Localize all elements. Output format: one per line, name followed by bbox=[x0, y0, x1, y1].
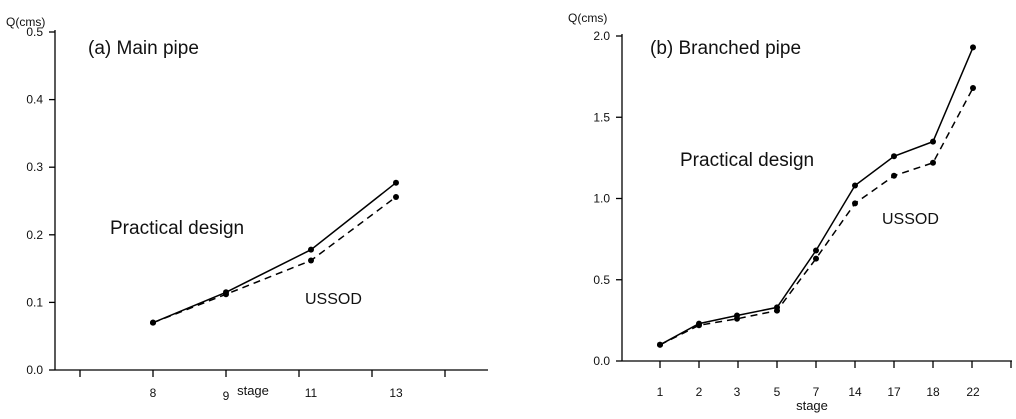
y-tick-label: 0.5 bbox=[593, 273, 610, 287]
series-label-practical-design: Practical design bbox=[680, 150, 814, 171]
data-point-ussod bbox=[734, 315, 740, 322]
x-axis-label: stage bbox=[796, 398, 828, 413]
data-point-ussod bbox=[223, 291, 229, 298]
x-tick-label: 7 bbox=[813, 385, 820, 399]
series-line-ussod bbox=[152, 196, 397, 324]
data-point-ussod bbox=[150, 319, 156, 326]
chart-branched-pipe: Q(cms) (b) Branched pipe Practical desig… bbox=[568, 11, 1012, 413]
x-axis-label: stage bbox=[237, 383, 269, 398]
data-point-practical-design bbox=[970, 44, 976, 51]
data-point-practical-design bbox=[813, 247, 819, 254]
y-tick-label: 0.2 bbox=[26, 228, 43, 242]
data-point-ussod bbox=[852, 200, 858, 207]
x-tick-label: 18 bbox=[926, 385, 940, 399]
data-point-practical-design bbox=[891, 153, 897, 160]
chart-title: (b) Branched pipe bbox=[650, 38, 801, 59]
series-label-ussod: USSOD bbox=[882, 211, 939, 228]
y-tick-label: 1.0 bbox=[593, 192, 610, 206]
data-point-ussod bbox=[891, 172, 897, 179]
data-point-practical-design bbox=[852, 182, 858, 189]
series-line-ussod bbox=[659, 87, 974, 346]
chart-title: (a) Main pipe bbox=[88, 38, 199, 59]
y-tick-label: 0.0 bbox=[593, 354, 610, 368]
y-tick-label: 0.0 bbox=[26, 363, 43, 377]
y-tick-label: 1.5 bbox=[593, 110, 610, 124]
x-tick-label: 8 bbox=[150, 386, 157, 400]
x-tick-label: 2 bbox=[696, 385, 703, 399]
x-tick-label: 3 bbox=[734, 385, 741, 399]
y-axis-label: Q(cms) bbox=[6, 15, 45, 29]
x-tick-label: 9 bbox=[223, 389, 230, 403]
data-point-ussod bbox=[774, 307, 780, 314]
x-tick-label: 1 bbox=[657, 385, 664, 399]
data-point-practical-design bbox=[308, 246, 314, 253]
x-tick-label: 22 bbox=[966, 385, 980, 399]
y-tick-label: 0.1 bbox=[26, 295, 43, 309]
x-tick-label: 17 bbox=[887, 385, 901, 399]
y-tick-label: 0.3 bbox=[26, 160, 43, 174]
x-tick-label: 5 bbox=[774, 385, 781, 399]
y-axis-label: Q(cms) bbox=[568, 11, 607, 25]
series-line-practical-design bbox=[659, 47, 974, 346]
data-point-practical-design bbox=[393, 179, 399, 186]
data-point-ussod bbox=[813, 255, 819, 262]
data-point-ussod bbox=[970, 85, 976, 91]
x-tick-label: 11 bbox=[305, 386, 318, 400]
data-point-practical-design bbox=[930, 138, 936, 145]
series-line-practical-design bbox=[152, 182, 397, 324]
data-point-ussod bbox=[393, 193, 399, 200]
y-tick-label: 2.0 bbox=[593, 29, 610, 43]
series-label-ussod: USSOD bbox=[305, 291, 362, 308]
data-point-ussod bbox=[930, 159, 936, 166]
y-tick-label: 0.4 bbox=[26, 93, 43, 107]
chart-main-pipe: Q(cms) (a) Main pipe Practical design US… bbox=[6, 15, 488, 403]
x-tick-label: 14 bbox=[848, 385, 862, 399]
data-point-ussod bbox=[696, 322, 702, 329]
series-label-practical-design: Practical design bbox=[110, 218, 244, 239]
x-tick-label: 13 bbox=[389, 386, 403, 400]
data-point-ussod bbox=[657, 341, 663, 348]
y-tick-label: 0.5 bbox=[26, 25, 43, 39]
data-point-ussod bbox=[308, 257, 314, 264]
